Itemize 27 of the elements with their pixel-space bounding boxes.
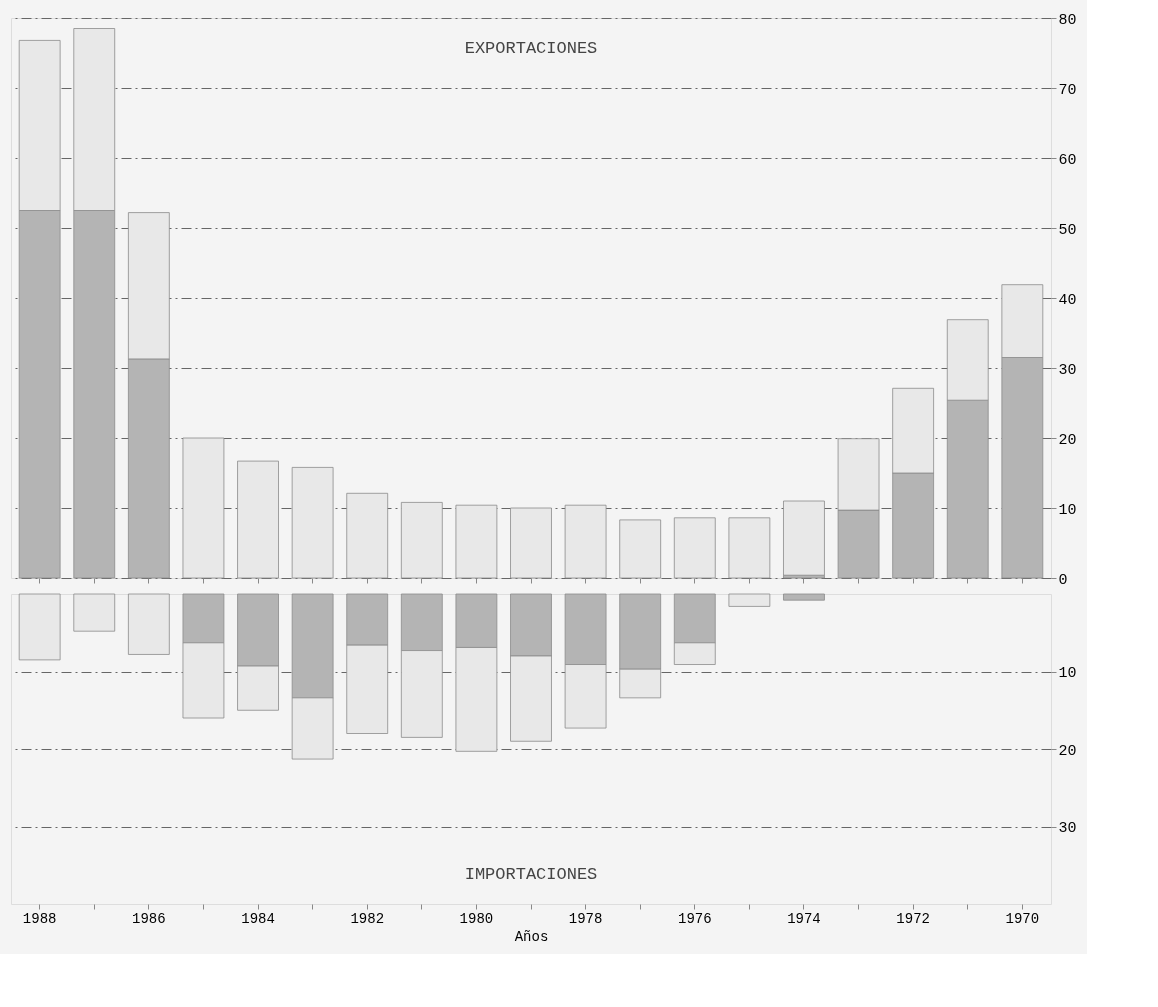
x-axis-title: Años — [514, 928, 549, 945]
bar — [783, 500, 825, 576]
x-tick-label: 1982 — [350, 910, 385, 927]
y-tick-label: 30 — [1058, 361, 1077, 379]
x-tick-label: 1978 — [568, 910, 603, 927]
x-tick-label: 1984 — [241, 910, 275, 927]
x-tick-label: 1972 — [896, 910, 930, 927]
x-tick-label: 1986 — [132, 910, 166, 927]
y-tick-label: 10 — [1058, 665, 1077, 682]
y-tick-label: 80 — [1058, 11, 1077, 29]
x-tick-label: 1976 — [677, 910, 712, 927]
annotation: EXPORTACIONES — [464, 39, 598, 58]
bar — [783, 593, 825, 601]
y-tick-label: 70 — [1058, 81, 1077, 99]
y-tick-label: 50 — [1058, 221, 1077, 239]
y-tick-label: 0 — [1058, 571, 1068, 589]
y-tick-label: 10 — [1058, 501, 1077, 519]
x-tick-label: 1974 — [787, 910, 821, 927]
y-tick-label: 30 — [1058, 820, 1077, 837]
annotation: IMPORTACIONES — [464, 865, 598, 884]
x-tick-label: 1980 — [459, 910, 494, 927]
x-tick-label: 1988 — [22, 910, 57, 927]
x-tick-label: 1970 — [1005, 910, 1040, 927]
y-tick-label: 60 — [1058, 151, 1077, 169]
y-tick-label: 20 — [1058, 431, 1077, 449]
y-tick-label: 40 — [1058, 291, 1077, 309]
y-tick-label: 20 — [1058, 742, 1077, 760]
